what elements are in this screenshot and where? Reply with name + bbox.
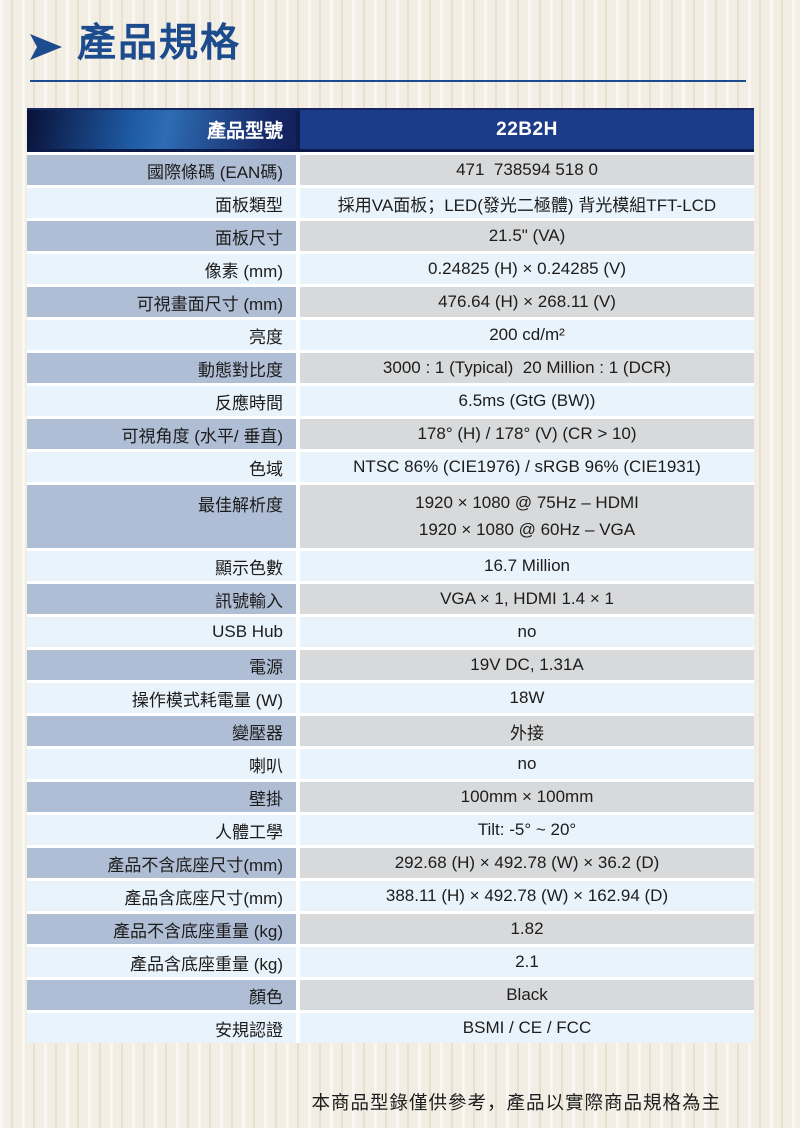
spec-row-color-gamut: 色域 NTSC 86% (CIE1976) / sRGB 96% (CIE193… (27, 452, 754, 482)
spec-label: 亮度 (27, 320, 296, 350)
spec-label: 顯示色數 (27, 551, 296, 581)
spec-value: 471 738594 518 0 (300, 155, 754, 185)
spec-value: 200 cd/m² (300, 320, 754, 350)
spec-value-line-1: 1920 × 1080 @ 75Hz – HDMI (415, 492, 639, 512)
spec-row-power: 電源 19V DC, 1.31A (27, 650, 754, 680)
spec-label: 顏色 (27, 980, 296, 1010)
spec-label: 面板類型 (27, 188, 296, 218)
spec-label: 操作模式耗電量 (W) (27, 683, 296, 713)
spec-value: no (300, 617, 754, 647)
spec-label: 產品含底座重量 (kg) (27, 947, 296, 977)
spec-label: 壁掛 (27, 782, 296, 812)
spec-row-resolution: 最佳解析度 1920 × 1080 @ 75Hz – HDMI 1920 × 1… (27, 485, 754, 548)
table-body: 國際條碼 (EAN碼) 471 738594 518 0 面板類型 採用VA面板… (27, 152, 754, 1043)
disclaimer-note: 本商品型錄僅供參考，產品以實際商品規格為主 (311, 1092, 721, 1113)
spec-label: 色域 (27, 452, 296, 482)
section-title-row: 產品規格 (30, 24, 241, 63)
title-underline (30, 80, 746, 82)
spec-label: 最佳解析度 (27, 485, 296, 548)
spec-value: 3000 : 1 (Typical) 20 Million : 1 (DCR) (300, 353, 754, 383)
spec-row-pixel-pitch: 像素 (mm) 0.24825 (H) × 0.24285 (V) (27, 254, 754, 284)
spec-value: 18W (300, 683, 754, 713)
spec-label: 產品不含底座重量 (kg) (27, 914, 296, 944)
spec-value: 476.64 (H) × 268.11 (V) (300, 287, 754, 317)
page-title: 產品規格 (77, 22, 242, 65)
spec-table: 產品型號 22B2H 國際條碼 (EAN碼) 471 738594 518 0 … (27, 108, 754, 1043)
spec-value: Black (300, 980, 754, 1010)
spec-value: VGA × 1, HDMI 1.4 × 1 (300, 584, 754, 614)
spec-row-dims-no-stand: 產品不含底座尺寸(mm) 292.68 (H) × 492.78 (W) × 3… (27, 848, 754, 878)
spec-value: no (300, 749, 754, 779)
spec-row-panel-size: 面板尺寸 21.5" (VA) (27, 221, 754, 251)
spec-label: 喇叭 (27, 749, 296, 779)
spec-value: BSMI / CE / FCC (300, 1013, 754, 1043)
table-header-label: 產品型號 (27, 110, 296, 149)
spec-row-display-colors: 顯示色數 16.7 Million (27, 551, 754, 581)
spec-label: 動態對比度 (27, 353, 296, 383)
spec-row-weight-with-stand: 產品含底座重量 (kg) 2.1 (27, 947, 754, 977)
spec-value: 6.5ms (GtG (BW)) (300, 386, 754, 416)
spec-row-response-time: 反應時間 6.5ms (GtG (BW)) (27, 386, 754, 416)
spec-row-certification: 安規認證 BSMI / CE / FCC (27, 1013, 754, 1043)
spec-value: Tilt: -5° ~ 20° (300, 815, 754, 845)
spec-label: 產品不含底座尺寸(mm) (27, 848, 296, 878)
spec-row-signal-input: 訊號輸入 VGA × 1, HDMI 1.4 × 1 (27, 584, 754, 614)
spec-row-dims-with-stand: 產品含底座尺寸(mm) 388.11 (H) × 492.78 (W) × 16… (27, 881, 754, 911)
spec-label: 像素 (mm) (27, 254, 296, 284)
spec-row-ergonomics: 人體工學 Tilt: -5° ~ 20° (27, 815, 754, 845)
spec-label: 訊號輸入 (27, 584, 296, 614)
spec-row-adapter: 變壓器 外接 (27, 716, 754, 746)
spec-row-wall-mount: 壁掛 100mm × 100mm (27, 782, 754, 812)
spec-label: 反應時間 (27, 386, 296, 416)
spec-label: 變壓器 (27, 716, 296, 746)
spec-value: NTSC 86% (CIE1976) / sRGB 96% (CIE1931) (300, 452, 754, 482)
spec-value: 外接 (300, 716, 754, 746)
spec-label: 電源 (27, 650, 296, 680)
right-arrowhead-icon (30, 31, 62, 63)
spec-label: 面板尺寸 (27, 221, 296, 251)
spec-value: 21.5" (VA) (300, 221, 754, 251)
spec-row-viewing-angle: 可視角度 (水平/ 垂直) 178° (H) / 178° (V) (CR > … (27, 419, 754, 449)
spec-value: 100mm × 100mm (300, 782, 754, 812)
spec-value-line-2: 1920 × 1080 @ 60Hz – VGA (418, 520, 636, 540)
spec-row-ean: 國際條碼 (EAN碼) 471 738594 518 0 (27, 155, 754, 185)
spec-value: 178° (H) / 178° (V) (CR > 10) (300, 419, 754, 449)
spec-label: USB Hub (27, 617, 296, 647)
spec-label: 安規認證 (27, 1013, 296, 1043)
spec-label: 人體工學 (27, 815, 296, 845)
spec-value: 1.82 (300, 914, 754, 944)
spec-value: 採用VA面板；LED(發光二極體) 背光模組TFT-LCD (300, 188, 754, 218)
spec-row-viewable-area: 可視畫面尺寸 (mm) 476.64 (H) × 268.11 (V) (27, 287, 754, 317)
spec-value: 0.24825 (H) × 0.24285 (V) (300, 254, 754, 284)
spec-row-power-consumption: 操作模式耗電量 (W) 18W (27, 683, 754, 713)
table-header-row: 產品型號 22B2H (27, 108, 754, 152)
spec-row-usb-hub: USB Hub no (27, 617, 754, 647)
spec-label: 國際條碼 (EAN碼) (27, 155, 296, 185)
spec-value: 16.7 Million (300, 551, 754, 581)
spec-row-color: 顏色 Black (27, 980, 754, 1010)
spec-value: 2.1 (300, 947, 754, 977)
spec-value: 388.11 (H) × 492.78 (W) × 162.94 (D) (300, 881, 754, 911)
spec-row-contrast: 動態對比度 3000 : 1 (Typical) 20 Million : 1 … (27, 353, 754, 383)
spec-row-panel-type: 面板類型 採用VA面板；LED(發光二極體) 背光模組TFT-LCD (27, 188, 754, 218)
spec-row-brightness: 亮度 200 cd/m² (27, 320, 754, 350)
spec-value: 1920 × 1080 @ 75Hz – HDMI 1920 × 1080 @ … (300, 485, 754, 548)
table-header-model: 22B2H (300, 110, 754, 149)
spec-value: 19V DC, 1.31A (300, 650, 754, 680)
spec-label: 產品含底座尺寸(mm) (27, 881, 296, 911)
spec-label: 可視角度 (水平/ 垂直) (27, 419, 296, 449)
spec-label: 可視畫面尺寸 (mm) (27, 287, 296, 317)
spec-value: 292.68 (H) × 492.78 (W) × 36.2 (D) (300, 848, 754, 878)
spec-row-speaker: 喇叭 no (27, 749, 754, 779)
spec-row-weight-no-stand: 產品不含底座重量 (kg) 1.82 (27, 914, 754, 944)
